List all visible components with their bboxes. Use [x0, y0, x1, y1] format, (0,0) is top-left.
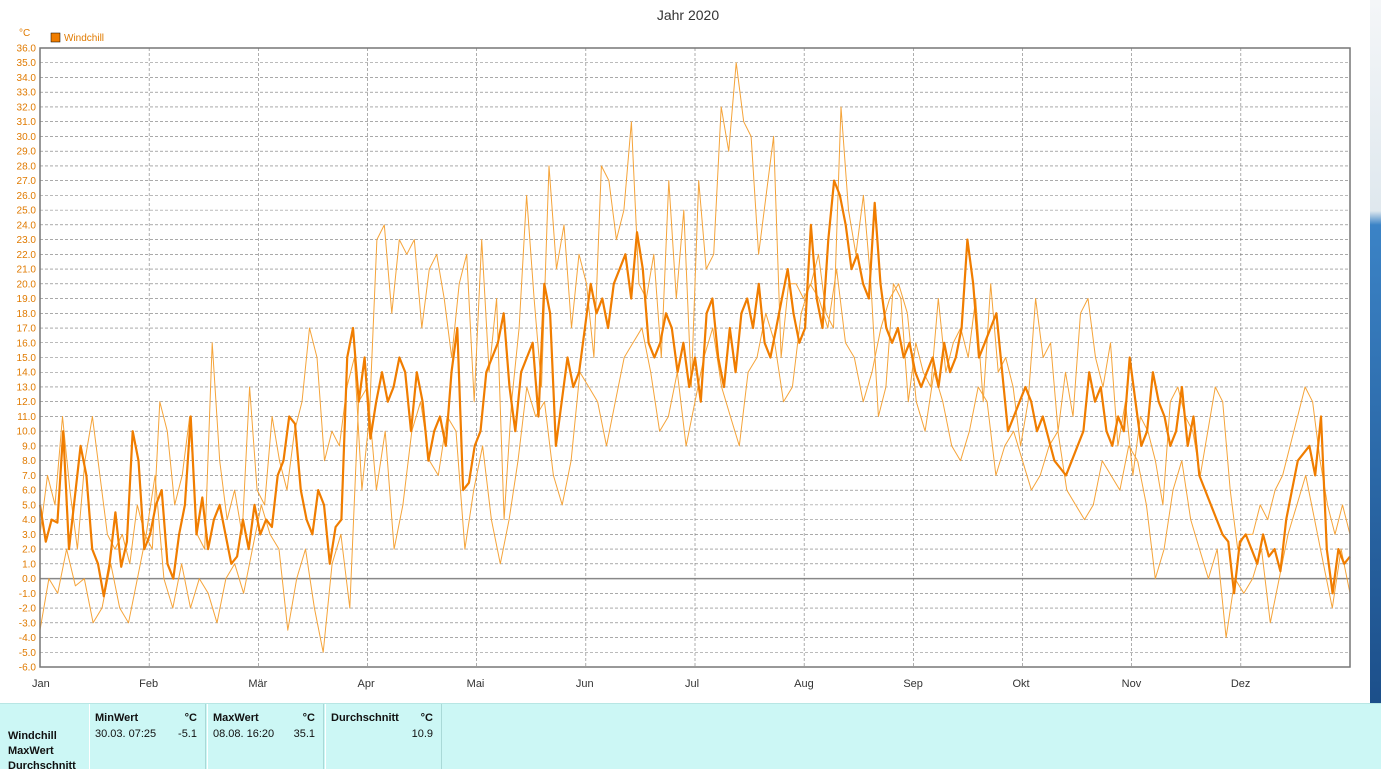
y-tick-label: 1.0: [22, 559, 36, 570]
y-tick-label: 26.0: [17, 191, 37, 202]
y-tick-label: 13.0: [17, 382, 37, 393]
stat-column-avg: Durchschnitt °C 10.9: [325, 704, 442, 769]
y-tick-label: -1.0: [19, 589, 37, 600]
y-tick-label: 23.0: [17, 235, 37, 246]
y-tick-label: 18.0: [17, 309, 37, 320]
y-tick-label: 29.0: [17, 147, 37, 158]
x-tick-label: Mai: [467, 678, 485, 690]
stat-head: Durchschnitt: [331, 712, 399, 724]
y-tick-label: 11.0: [17, 412, 36, 423]
stat-unit: °C: [184, 712, 197, 724]
stats-row-label: Durchschnitt: [8, 760, 76, 772]
y-tick-label: -5.0: [19, 648, 37, 659]
y-tick-label: 24.0: [17, 220, 37, 231]
stat-head: MinWert: [95, 712, 139, 724]
x-tick-label: Okt: [1013, 678, 1030, 690]
stat-time: 08.08. 16:20: [213, 728, 275, 740]
y-tick-label: 4.0: [22, 515, 36, 526]
y-unit-label: °C: [19, 28, 30, 39]
stat-unit: °C: [302, 712, 315, 724]
y-tick-label: 20.0: [17, 279, 37, 290]
desktop-edge: [1370, 0, 1381, 703]
y-tick-label: -4.0: [19, 633, 37, 644]
y-tick-label: 16.0: [17, 338, 37, 349]
y-tick-label: -6.0: [19, 663, 37, 674]
x-tick-label: Sep: [903, 678, 923, 690]
chart-title: Jahr 2020: [657, 7, 719, 23]
y-tick-label: 21.0: [17, 265, 37, 276]
chart: Jahr 2020 °C Windchill -6.0 -5.0 -4.0 -3.0 -…: [17, 7, 1351, 690]
x-tick-label: Mär: [248, 678, 267, 690]
y-tick-label: 10.0: [17, 427, 37, 438]
y-tick-label: 31.0: [17, 117, 37, 128]
y-tick-label: 30.0: [17, 132, 37, 143]
plot-frame: [39, 47, 1351, 668]
stat-value: 35.1: [293, 728, 315, 740]
series-line-mean: [38, 179, 1351, 598]
x-tick-label: Jan: [32, 678, 50, 690]
y-tick-label: 36.0: [17, 44, 37, 55]
x-tick-label: Dez: [1231, 678, 1251, 690]
stat-column-min: MinWert °C 30.03. 07:25 -5.1: [89, 704, 206, 769]
y-tick-label: 28.0: [17, 161, 37, 172]
x-tick-label: Apr: [358, 678, 375, 690]
y-tick-label: 5.0: [22, 500, 36, 511]
y-tick-label: 27.0: [17, 176, 37, 187]
y-tick-label: 35.0: [17, 58, 37, 69]
y-tick-label: 9.0: [22, 441, 36, 452]
stat-time: 30.03. 07:25: [95, 728, 157, 740]
y-tick-label: 25.0: [17, 206, 37, 217]
screen-edge: [1362, 0, 1370, 703]
y-tick-label: 17.0: [17, 324, 37, 335]
stat-column-max: MaxWert °C 08.08. 16:20 35.1: [207, 704, 324, 769]
y-tick-label: -2.0: [19, 604, 37, 615]
stat-head: MaxWert: [213, 712, 259, 724]
y-tick-label: -3.0: [19, 618, 37, 629]
stat-unit: °C: [420, 712, 433, 724]
y-tick-label: 34.0: [17, 73, 37, 84]
y-tick-label: 14.0: [17, 368, 37, 379]
x-tick-label: Jun: [576, 678, 594, 690]
y-tick-label: 6.0: [22, 486, 36, 497]
y-tick-label: 2.0: [22, 545, 36, 556]
y-tick-label: 22.0: [17, 250, 37, 261]
y-tick-label: 12.0: [17, 397, 37, 408]
stat-value: -5.1: [178, 728, 197, 740]
x-tick-label: Nov: [1122, 678, 1142, 690]
stats-row-label: MaxWert: [8, 745, 54, 757]
y-tick-label: 0.0: [22, 574, 36, 585]
x-tick-label: Jul: [685, 678, 699, 690]
x-tick-label: Feb: [139, 678, 158, 690]
legend-swatch: [50, 32, 61, 43]
y-tick-label: 3.0: [22, 530, 36, 541]
x-tick-label: Aug: [794, 678, 814, 690]
stats-row-label: Windchill: [8, 730, 57, 742]
y-tick-label: 33.0: [17, 88, 37, 99]
stat-value: 10.9: [411, 728, 433, 740]
y-tick-label: 7.0: [22, 471, 36, 482]
y-tick-label: 19.0: [17, 294, 37, 305]
y-tick-label: 8.0: [22, 456, 36, 467]
series-line-max: [39, 62, 1351, 565]
legend-label: Windchill: [64, 33, 104, 44]
stats-panel: Windchill MaxWert Durchschnitt MinWert °…: [0, 703, 1381, 772]
y-tick-label: 32.0: [17, 102, 37, 113]
y-tick-label: 15.0: [17, 353, 37, 364]
